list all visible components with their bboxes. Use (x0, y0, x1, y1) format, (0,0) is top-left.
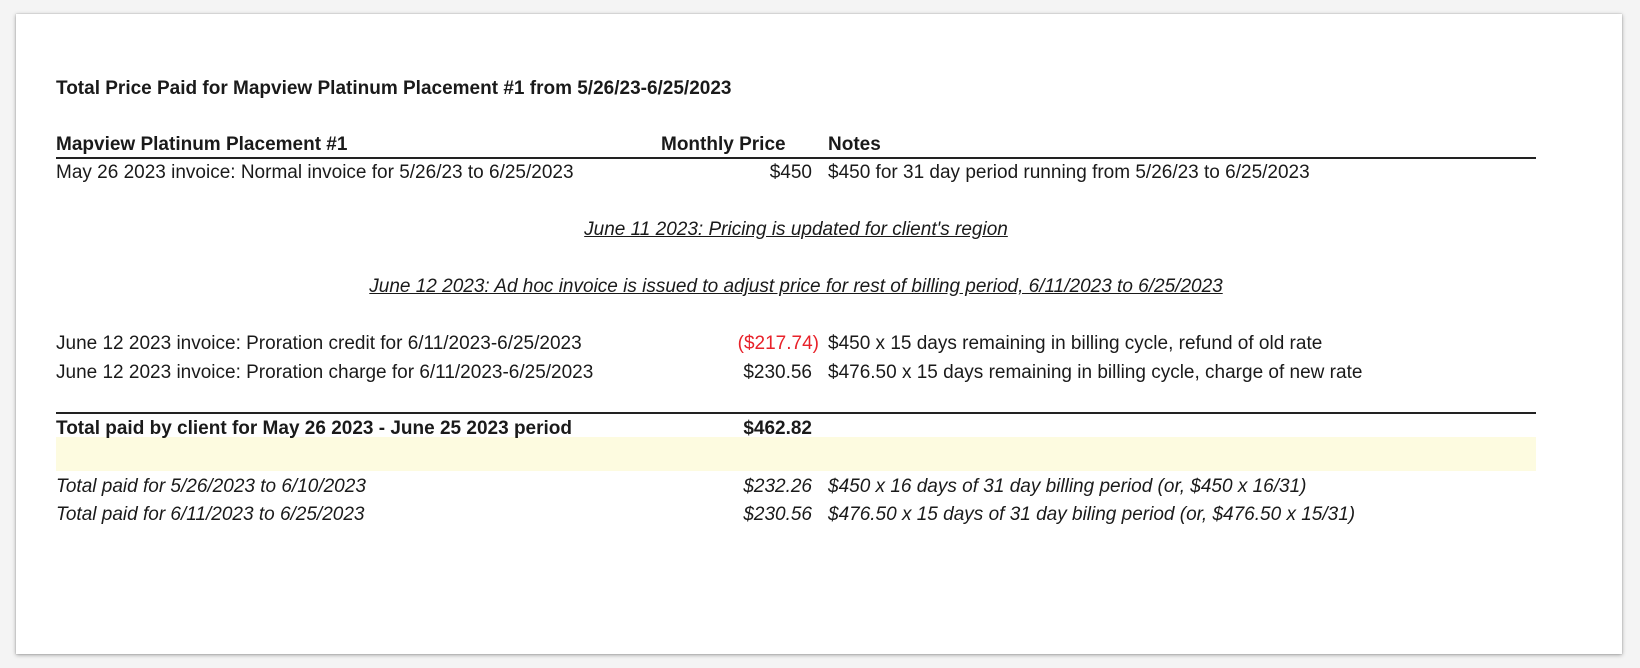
row-notes: $476.50 x 15 days of 31 day biling perio… (828, 504, 1356, 525)
row-description: June 12 2023 invoice: Proration credit f… (56, 333, 582, 354)
total-highlight (56, 437, 1536, 471)
column-header-price: Monthly Price (661, 134, 786, 155)
row-price: $450 (769, 162, 812, 183)
total-rule (56, 412, 1536, 414)
row-description: Total paid for 5/26/2023 to 6/10/2023 (56, 476, 366, 497)
row-price: $230.56 (743, 362, 812, 383)
event-adhoc-invoice: June 12 2023: Ad hoc invoice is issued t… (369, 276, 1223, 297)
row-notes: $450 for 31 day period running from 5/26… (828, 162, 1310, 183)
header-rule (56, 157, 1536, 159)
row-notes: $450 x 15 days remaining in billing cycl… (828, 333, 1323, 354)
document-page: Total Price Paid for Mapview Platinum Pl… (16, 14, 1622, 654)
row-description: Total paid for 6/11/2023 to 6/25/2023 (56, 504, 365, 525)
column-header-notes: Notes (828, 134, 881, 155)
row-description: June 12 2023 invoice: Proration charge f… (56, 362, 594, 383)
row-price-negative: ($217.74) (737, 333, 819, 354)
event-pricing-update: June 11 2023: Pricing is updated for cli… (584, 219, 1008, 240)
total-value: $462.82 (743, 418, 812, 439)
document-title: Total Price Paid for Mapview Platinum Pl… (56, 78, 732, 99)
row-notes: $476.50 x 15 days remaining in billing c… (828, 362, 1363, 383)
row-notes: $450 x 16 days of 31 day billing period … (828, 476, 1307, 497)
total-label: Total paid by client for May 26 2023 - J… (56, 418, 572, 439)
column-header-item: Mapview Platinum Placement #1 (56, 134, 348, 155)
row-price: $230.56 (743, 504, 812, 525)
row-price: $232.26 (743, 476, 812, 497)
row-description: May 26 2023 invoice: Normal invoice for … (56, 162, 574, 183)
